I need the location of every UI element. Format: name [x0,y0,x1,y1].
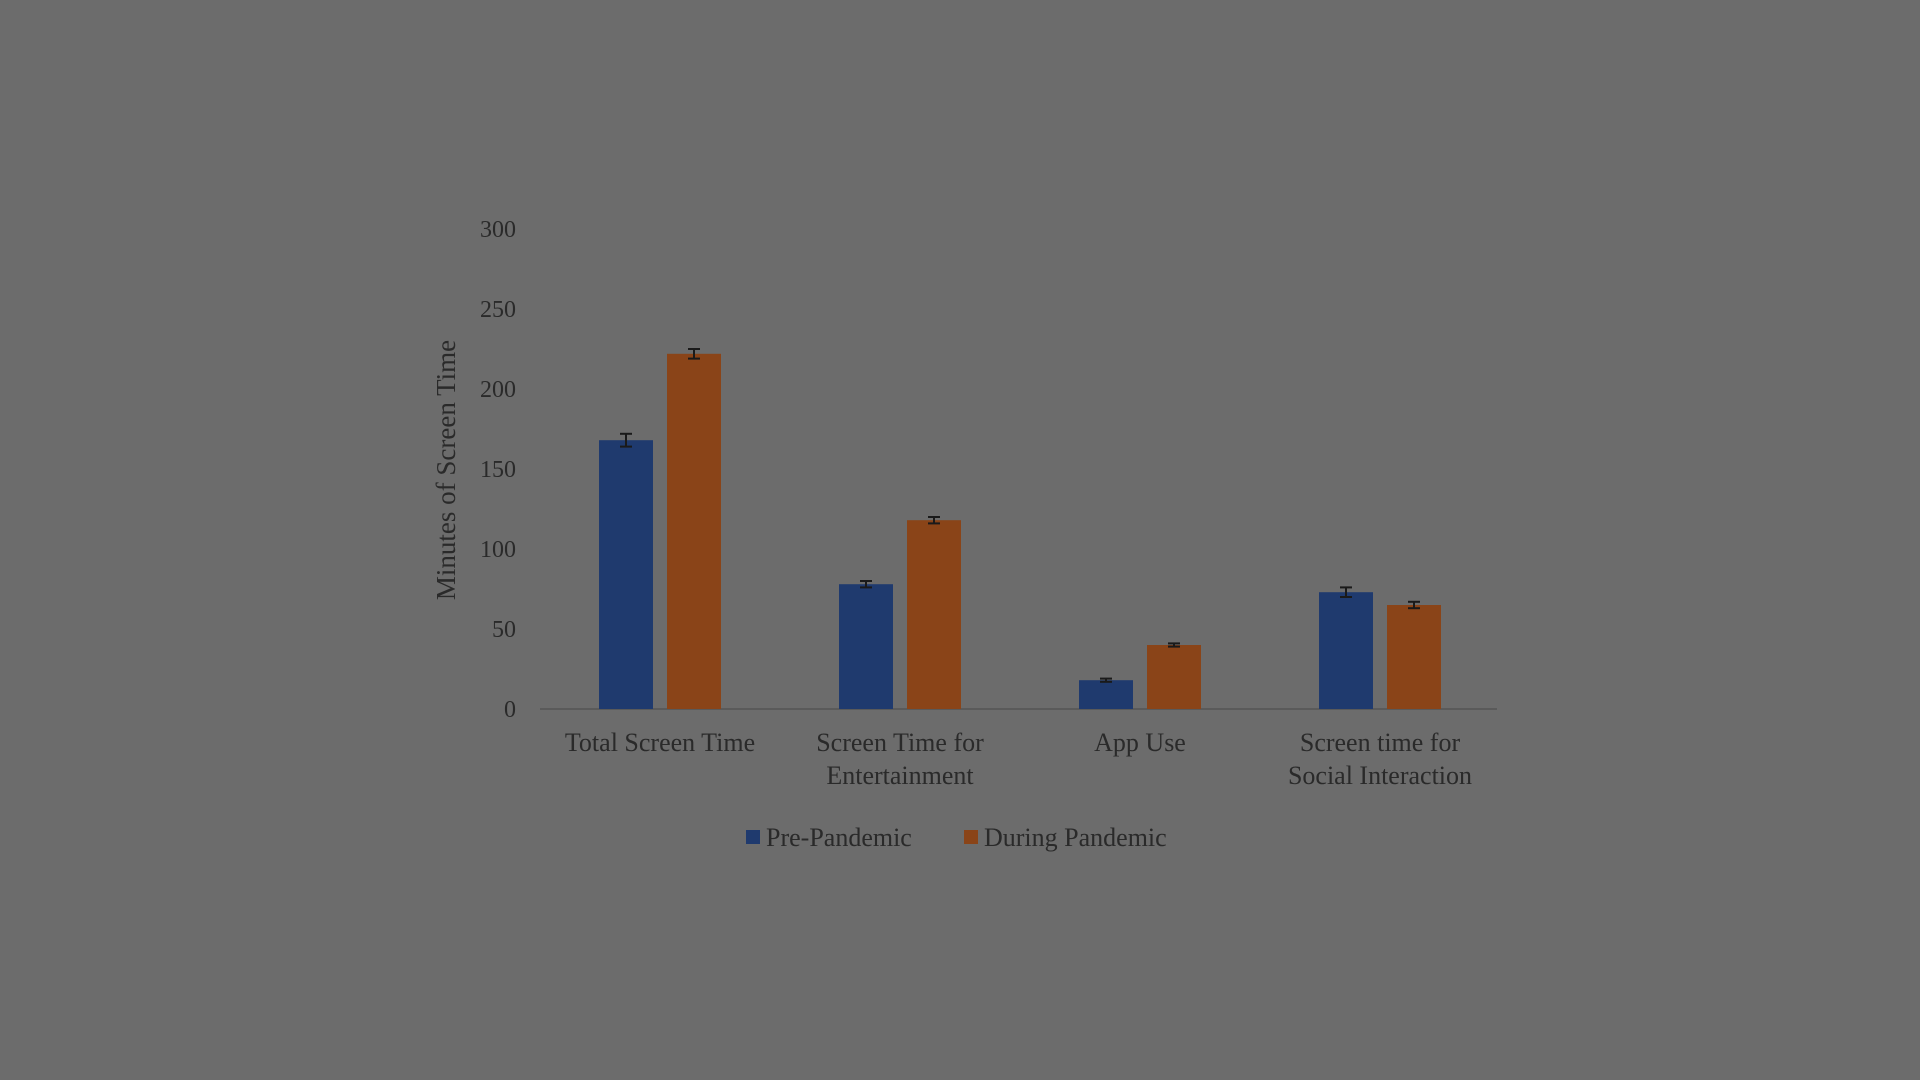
y-axis-title: Minutes of Screen Time [431,340,461,600]
y-tick-label: 300 [480,217,516,243]
bar-during-pandemic [1147,645,1201,709]
x-category-label-line: App Use [1094,728,1186,757]
bars [599,353,1441,709]
x-axis-categories: Total Screen Time Screen Time for Entertai… [565,728,1472,790]
y-tick-label: 150 [480,457,516,483]
legend-label: During Pandemic [984,823,1167,852]
y-axis-ticks: 0 50 100 150 200 250 300 [480,217,516,723]
bar-pre-pandemic [599,440,653,709]
x-category-label-line: Social Interaction [1288,761,1472,790]
x-category-label: Screen time for Social Interaction [1288,728,1472,790]
y-tick-label: 250 [480,297,516,323]
x-category-label-line: Screen Time for [816,728,984,757]
legend-swatch [964,830,978,844]
legend-item-pre-pandemic: Pre-Pandemic [746,823,912,852]
y-tick-label: 100 [480,537,516,563]
bar-pre-pandemic [1079,680,1133,709]
legend-swatch [746,830,760,844]
error-bar [620,432,632,448]
error-bar [688,348,700,360]
x-category-label: Total Screen Time [565,728,755,757]
legend: Pre-Pandemic During Pandemic [746,823,1167,852]
y-axis-title-group: Minutes of Screen Time [431,340,461,600]
error-bar [1340,586,1352,598]
bar-during-pandemic [667,353,721,709]
legend-item-during-pandemic: During Pandemic [964,823,1167,852]
x-category-label-line: Total Screen Time [565,728,755,757]
x-category-label-line: Entertainment [826,761,974,790]
x-category-label-line: Screen time for [1300,728,1461,757]
error-bar [928,516,940,525]
y-tick-label: 0 [504,697,516,723]
y-tick-label: 50 [492,617,516,643]
bar-pre-pandemic [839,584,893,709]
bar-during-pandemic [1387,605,1441,709]
x-category-label: App Use [1094,728,1186,757]
legend-label: Pre-Pandemic [766,823,912,852]
y-tick-label: 200 [480,377,516,403]
bar-pre-pandemic [1319,592,1373,709]
error-bars [620,348,1420,683]
error-bar [860,580,872,589]
error-bar [1168,642,1180,648]
error-bar [1408,600,1420,610]
x-category-label: Screen Time for Entertainment [816,728,984,790]
bar-during-pandemic [907,520,961,709]
error-bar [1100,677,1112,683]
